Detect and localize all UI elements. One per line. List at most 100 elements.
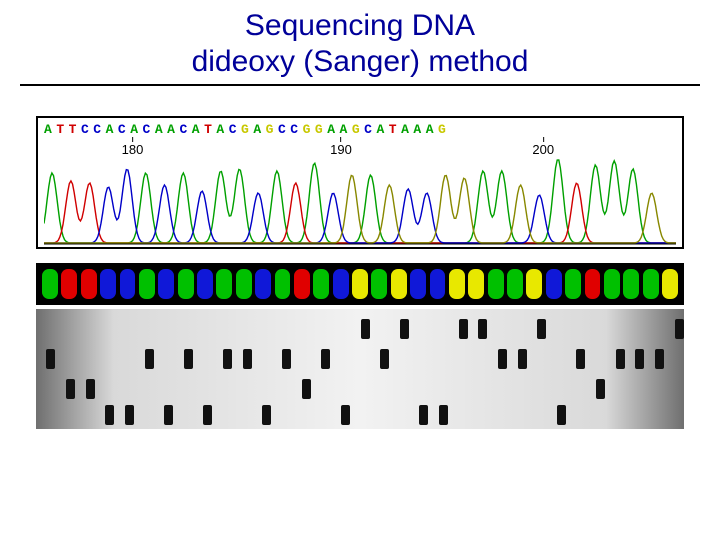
base-letter: A [130,122,142,137]
base-letter: A [327,122,339,137]
trace-G [44,176,676,244]
band-pill [294,269,310,299]
band-pill [507,269,523,299]
base-letter: C [81,122,93,137]
band-pill [449,269,465,299]
band-pill [197,269,213,299]
tick: 200 [532,137,554,157]
band-pill [333,269,349,299]
gel-band [105,405,114,425]
gel-band [380,349,389,369]
band-pill [81,269,97,299]
gel-band [341,405,350,425]
gel-band [655,349,664,369]
base-letter: G [241,122,253,137]
base-letter: A [155,122,167,137]
band-pill [430,269,446,299]
base-letter: A [216,122,228,137]
gel-band [125,405,134,425]
position-ticks: 180190200 [44,137,676,155]
band-pill [565,269,581,299]
figure-area: ATTCCACACAACATACGAGCCGGAAGCATAAAG 180190… [36,116,684,429]
band-pill [410,269,426,299]
base-letter: C [229,122,241,137]
gel-band [164,405,173,425]
gel-band [282,349,291,369]
gel-band [203,405,212,425]
base-letter: C [278,122,290,137]
gel-band [596,379,605,399]
gel-band [400,319,409,339]
band-pill [604,269,620,299]
band-pill [178,269,194,299]
band-pill [255,269,271,299]
gel-band [243,349,252,369]
band-pill [526,269,542,299]
base-letter: A [413,122,425,137]
base-letter: G [438,122,450,137]
band-pill [371,269,387,299]
gel-band [557,405,566,425]
tick: 190 [330,137,352,157]
band-pill [158,269,174,299]
gel-band [675,319,684,339]
band-pill [100,269,116,299]
color-band [36,263,684,305]
gel-band [498,349,507,369]
base-letter: A [376,122,388,137]
base-letter: A [167,122,179,137]
base-letter: T [69,122,81,137]
band-pill [61,269,77,299]
gel-band [635,349,644,369]
gel-band [478,319,487,339]
base-letter: G [266,122,278,137]
band-pill [391,269,407,299]
gel-band [518,349,527,369]
base-letter: G [303,122,315,137]
gel-band [86,379,95,399]
base-letter: G [352,122,364,137]
base-letter: A [401,122,413,137]
base-letter: C [93,122,105,137]
band-pill [236,269,252,299]
base-letter: A [426,122,438,137]
base-letter: T [56,122,68,137]
band-pill [275,269,291,299]
title-block: Sequencing DNA dideoxy (Sanger) method [20,0,700,86]
gel-band [302,379,311,399]
gel-band [262,405,271,425]
chromatogram-traces [44,155,676,245]
base-letter: A [44,122,56,137]
gel-band [616,349,625,369]
gel-band [223,349,232,369]
title-line-2: dideoxy (Sanger) method [20,44,700,80]
gel-band [46,349,55,369]
band-pill [546,269,562,299]
base-letter: C [143,122,155,137]
band-pill [488,269,504,299]
band-pill [662,269,678,299]
gel-band [361,319,370,339]
band-pill [585,269,601,299]
band-pill [42,269,58,299]
gel-band [439,405,448,425]
band-pill [313,269,329,299]
base-letter: A [192,122,204,137]
sequence-letters: ATTCCACACAACATACGAGCCGGAAGCATAAAG [44,122,676,137]
gel-band [145,349,154,369]
base-letter: A [253,122,265,137]
base-letter: C [364,122,376,137]
gel-band [66,379,75,399]
base-letter: A [340,122,352,137]
base-letter: T [389,122,401,137]
band-pill [352,269,368,299]
chromatogram-panel: ATTCCACACAACATACGAGCCGGAAGCATAAAG 180190… [36,116,684,249]
gel-band [184,349,193,369]
gel-band [537,319,546,339]
base-letter: G [315,122,327,137]
band-pill [468,269,484,299]
title-line-1: Sequencing DNA [20,8,700,44]
base-letter: C [290,122,302,137]
base-letter: C [118,122,130,137]
gel-band [419,405,428,425]
